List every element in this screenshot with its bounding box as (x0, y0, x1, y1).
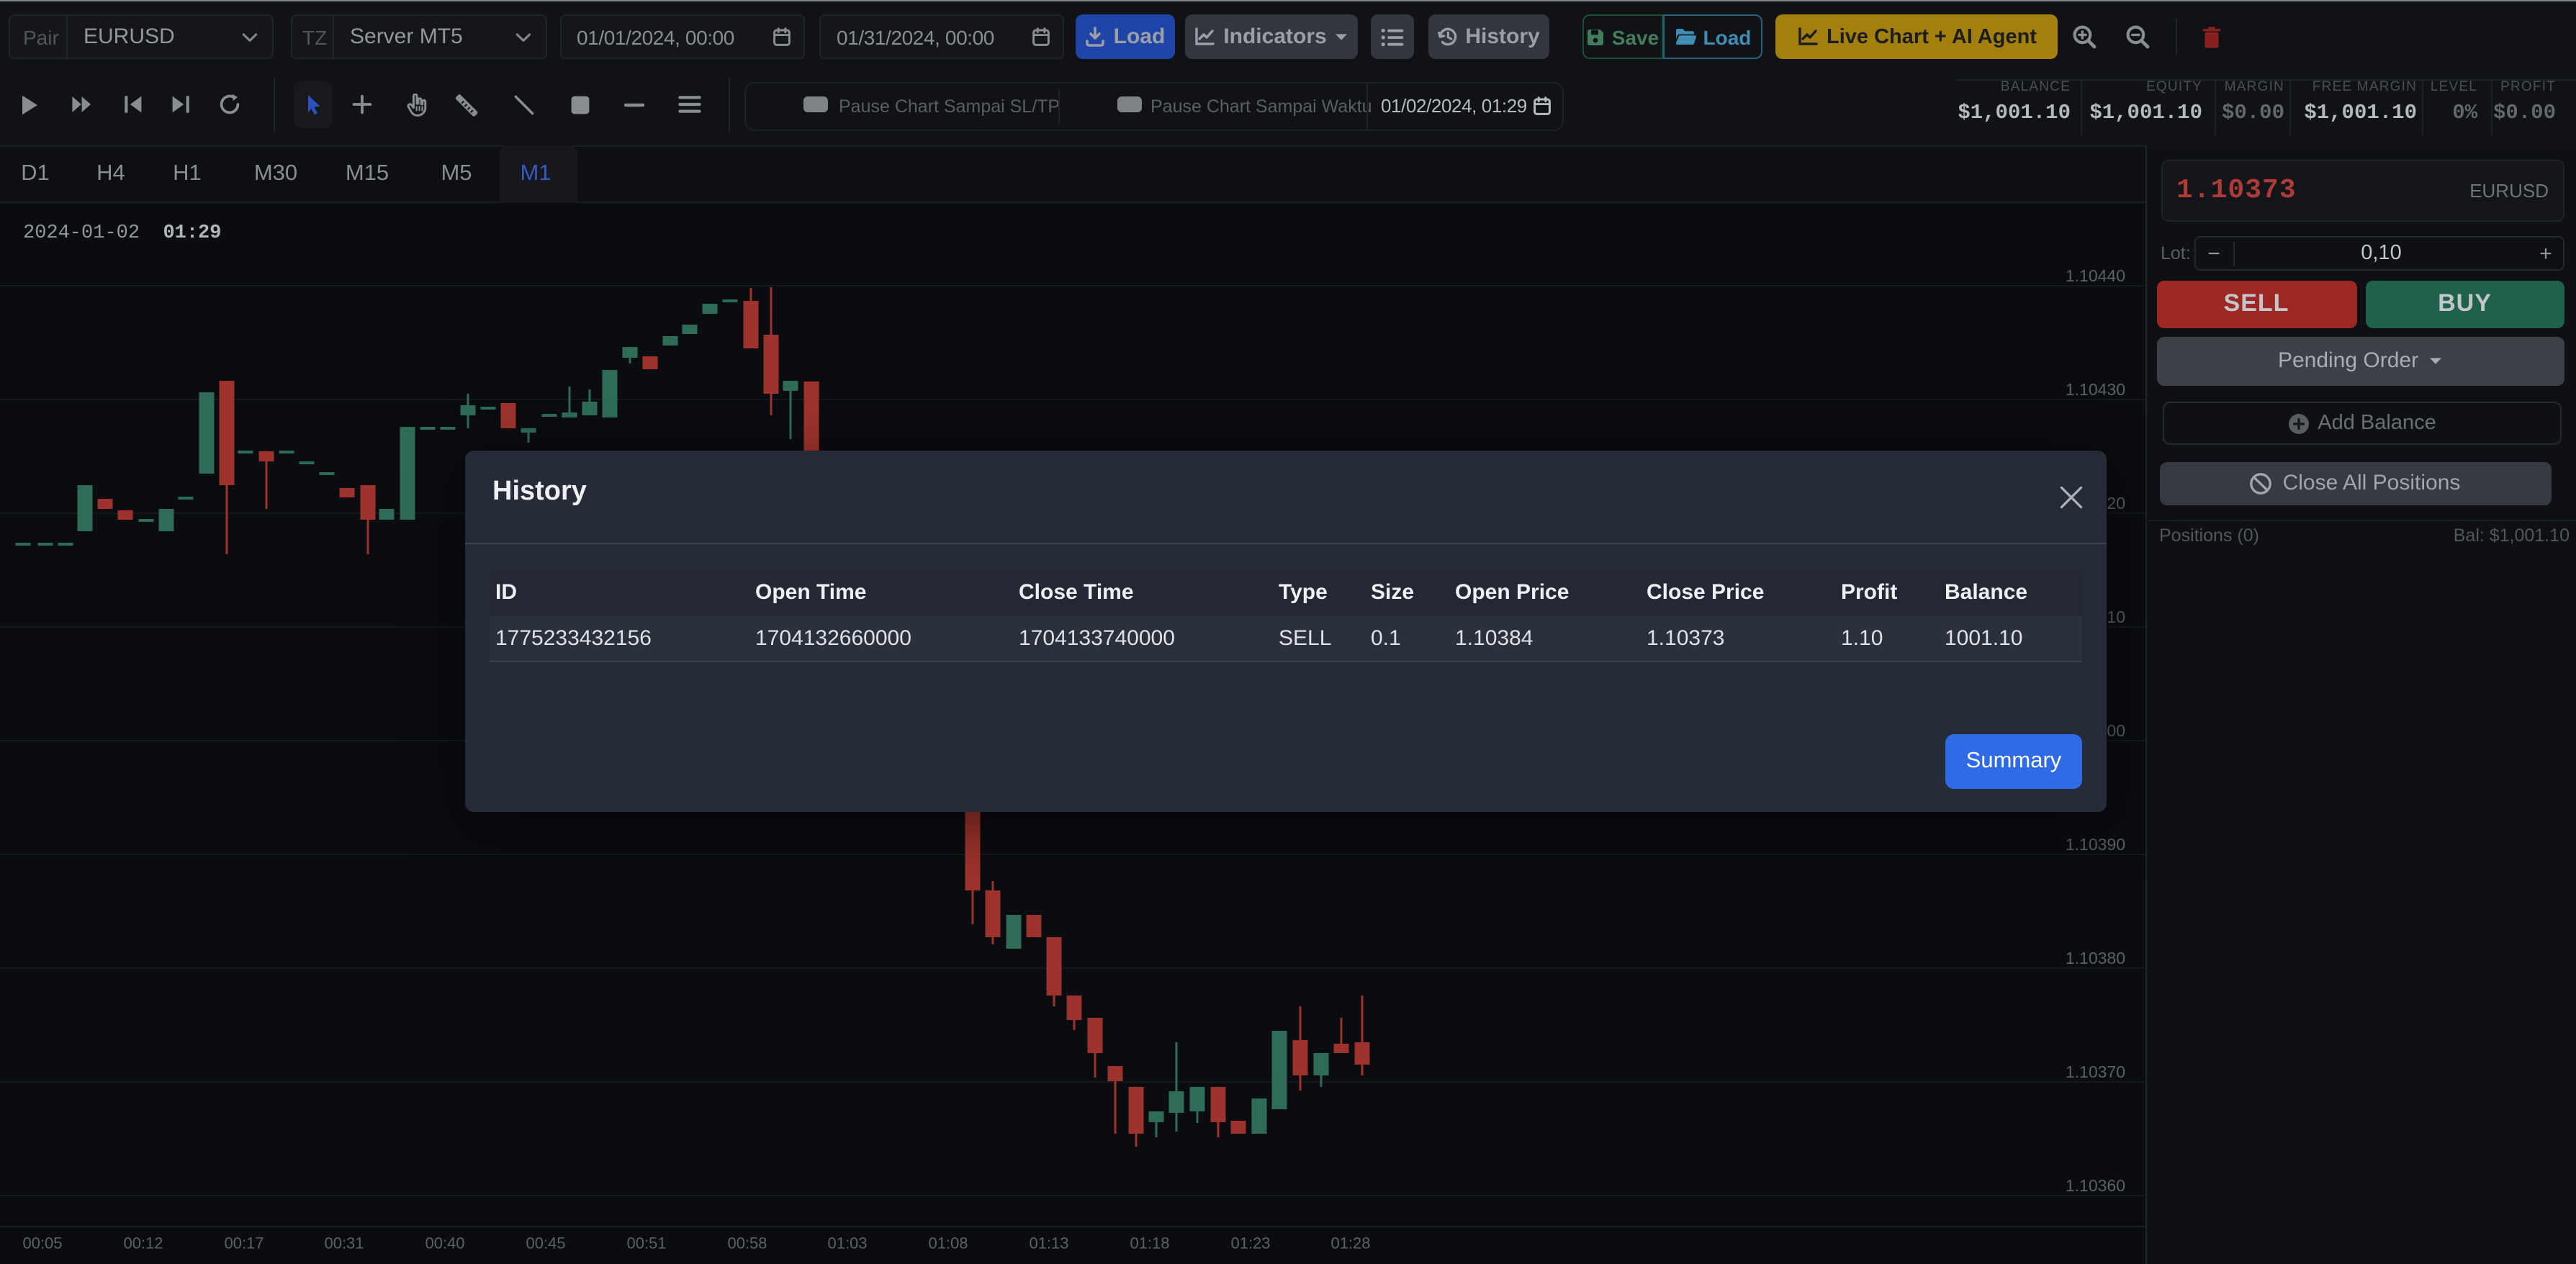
svg-text:00:51: 00:51 (626, 1234, 666, 1252)
svg-text:1.10360: 1.10360 (2066, 1177, 2125, 1196)
svg-text:01:23: 01:23 (1230, 1234, 1270, 1252)
svg-text:1.10440: 1.10440 (2066, 267, 2125, 286)
svg-text:01:03: 01:03 (827, 1234, 867, 1252)
svg-text:1.10370: 1.10370 (2066, 1063, 2125, 1082)
svg-text:00:17: 00:17 (224, 1234, 264, 1252)
svg-text:00:58: 00:58 (727, 1234, 767, 1252)
svg-text:00:12: 00:12 (123, 1234, 163, 1252)
svg-text:00:45: 00:45 (526, 1234, 565, 1252)
svg-text:1.10380: 1.10380 (2066, 949, 2125, 968)
svg-text:00:31: 00:31 (324, 1234, 364, 1252)
svg-text:00:40: 00:40 (425, 1234, 464, 1252)
svg-text:01:18: 01:18 (1130, 1234, 1169, 1252)
svg-text:01:13: 01:13 (1029, 1234, 1068, 1252)
svg-text:1.10390: 1.10390 (2066, 836, 2125, 854)
svg-text:01:28: 01:28 (1330, 1234, 1370, 1252)
svg-text:00:05: 00:05 (22, 1234, 62, 1252)
svg-text:01:08: 01:08 (928, 1234, 968, 1252)
svg-text:1.10430: 1.10430 (2066, 381, 2125, 399)
